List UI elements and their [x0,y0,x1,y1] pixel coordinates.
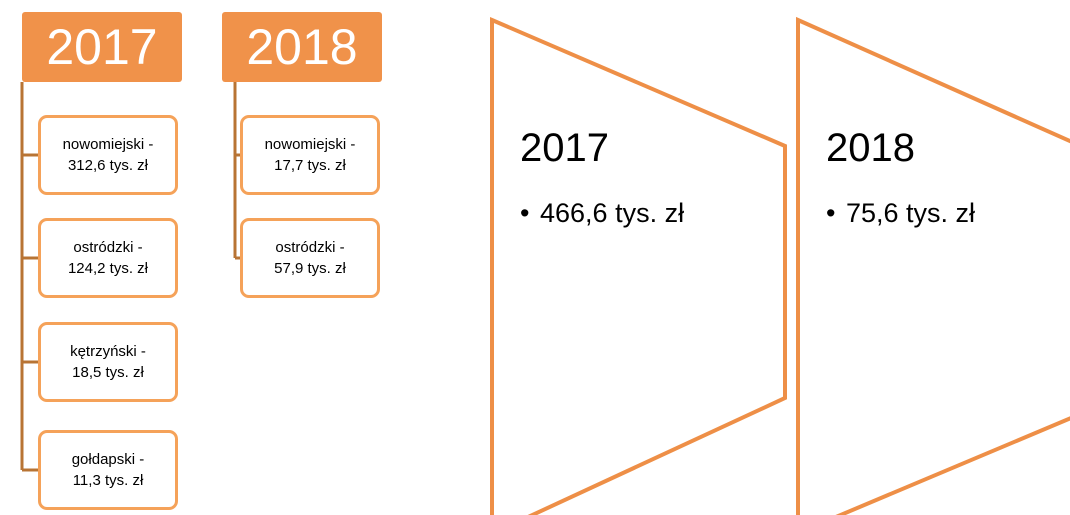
summary-title: 2017 [520,126,609,170]
item-text: 312,6 tys. zł [67,157,149,174]
item-text: nowomiejski - [264,136,356,153]
item-text: ostródzki - [73,239,143,256]
item-box: ostródzki - 57,9 tys. zł [240,218,380,298]
item-box: nowomiejski - 312,6 tys. zł [38,115,178,195]
summary-title: 2018 [826,126,915,170]
summary-bullet: 466,6 tys. zł [540,198,685,228]
summary-bullet: 75,6 tys. zł [846,198,976,228]
item-box: ostródzki - 124,2 tys. zł [38,218,178,298]
trapezoid [796,16,1070,515]
group-header: 2018 [222,12,382,82]
item-box: kętrzyński - 18,5 tys. zł [38,322,178,402]
summary-bullet-dot: • [520,198,530,228]
item-text: kętrzyński - [70,343,146,360]
item-text: 11,3 tys. zł [72,472,144,489]
item-text: nowomiejski - [62,136,154,153]
item-box: gołdapski - 11,3 tys. zł [38,430,178,510]
item-text: 57,9 tys. zł [274,260,346,277]
trapezoid [490,16,787,515]
item-box: nowomiejski - 17,7 tys. zł [240,115,380,195]
group-header: 2017 [22,12,182,82]
item-text: 17,7 tys. zł [274,157,346,174]
summary-bullet-dot: • [826,198,836,228]
item-text: 18,5 tys. zł [72,364,144,381]
item-text: ostródzki - [275,239,345,256]
item-text: gołdapski - [71,451,145,468]
item-text: 124,2 tys. zł [67,260,149,277]
